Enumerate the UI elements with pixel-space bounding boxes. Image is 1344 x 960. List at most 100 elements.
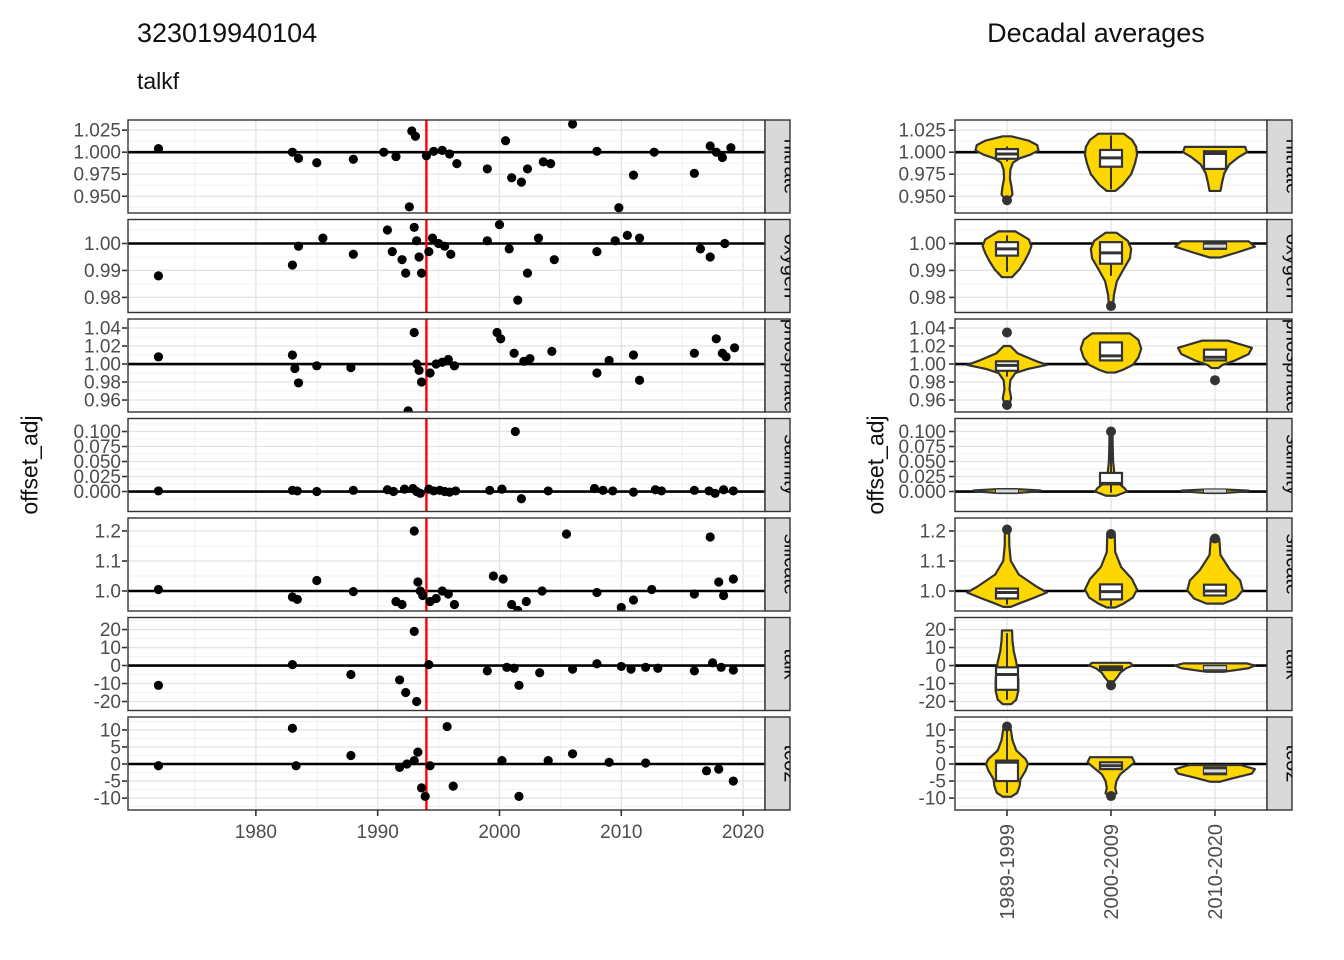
data-point [718,485,729,495]
box [1202,348,1228,362]
data-point [549,255,559,265]
data-point [701,766,712,776]
data-point [448,781,458,791]
y-tick-label: 1.02 [909,337,946,358]
data-point [543,486,553,496]
data-point [496,334,506,344]
y-tick-label: 1.1 [95,551,121,572]
data-point [287,260,298,270]
y-tick-label: 1.00 [909,234,946,255]
data-point [416,377,427,387]
facet-strip [1266,616,1293,712]
data-point [689,348,699,358]
y-tick-label: 1.2 [95,521,121,542]
data-point [425,368,435,378]
data-point [387,246,397,257]
y-tick-label: 0.98 [84,373,121,394]
data-point [292,486,302,496]
data-point [287,660,298,670]
facet-strip [1266,218,1293,314]
y-tick-label: 1.04 [84,319,121,340]
y-tick-label: 10 [925,720,946,741]
data-point [482,164,492,174]
data-point [293,378,304,388]
panel-background [128,319,765,412]
data-point [388,486,399,497]
facet-strip [1266,417,1293,513]
data-point [421,151,432,161]
y-tick-label: 0.99 [909,261,946,282]
data-point [521,596,531,607]
data-point [510,426,520,437]
outlier-point [1002,195,1012,206]
data-point [689,589,699,599]
data-point [287,350,298,360]
data-point [710,488,720,498]
y-tick-label: 0.98 [909,288,946,309]
data-point [718,590,729,601]
data-point [514,791,524,801]
data-point [728,665,738,675]
data-point [443,589,453,599]
data-point [401,687,411,698]
y-tick-label: 0.950 [73,187,121,208]
y-tick-label: 0.975 [73,165,121,186]
data-point [498,574,508,584]
y-tick-label: 0 [110,755,121,776]
y-tick-label: 1.00 [909,355,946,376]
outlier-point [1106,791,1116,802]
data-point [647,584,657,595]
outlier-point [1106,528,1116,539]
data-point [705,141,715,151]
box [994,759,1020,783]
y-tick-label: 0.000 [73,482,121,503]
y-tick-label: 1.000 [898,143,946,164]
y-tick-label: 0.050 [73,452,121,473]
data-point [437,145,447,156]
data-point [292,594,302,604]
data-point [514,680,524,690]
panel-background [128,120,765,213]
data-point [561,529,572,539]
data-point [728,486,738,496]
y-tick-label: 10 [100,638,121,659]
data-point [401,268,411,278]
data-point [449,599,460,610]
y-tick-label: 1.025 [73,121,121,142]
y-tick-label: 1.00 [84,355,121,376]
data-point [708,658,718,668]
data-point [348,485,358,495]
data-point [494,220,505,230]
y-tick-label: 1.04 [909,319,946,340]
data-point [153,352,164,362]
data-point [592,246,602,257]
data-point [440,241,450,251]
data-point [418,590,428,601]
y-tick-label: 1.1 [920,551,946,572]
x-tick-label: 1989-1999 [997,824,1019,920]
data-point [689,485,699,495]
data-point [513,295,523,305]
y-tick-label: 0.950 [898,187,946,208]
y-tick-label: 0 [935,656,946,677]
data-point [543,756,553,766]
data-point [516,177,527,187]
data-point [312,361,322,371]
y-tick-label: -10 [94,674,121,695]
facet-strip-label: nitrate [1282,139,1304,195]
facet-strip [764,716,791,811]
y-tick-label: 10 [925,638,946,659]
y-tick-label: 0.025 [898,467,946,488]
data-point [705,532,715,542]
data-point [500,136,511,146]
data-point [318,233,328,243]
data-point [153,680,164,690]
data-point [346,669,356,680]
facet-row-silicate: 1.2 1.1 1.0 silicate [920,517,1293,612]
data-point [705,252,715,262]
y-tick-label: -10 [919,674,946,695]
